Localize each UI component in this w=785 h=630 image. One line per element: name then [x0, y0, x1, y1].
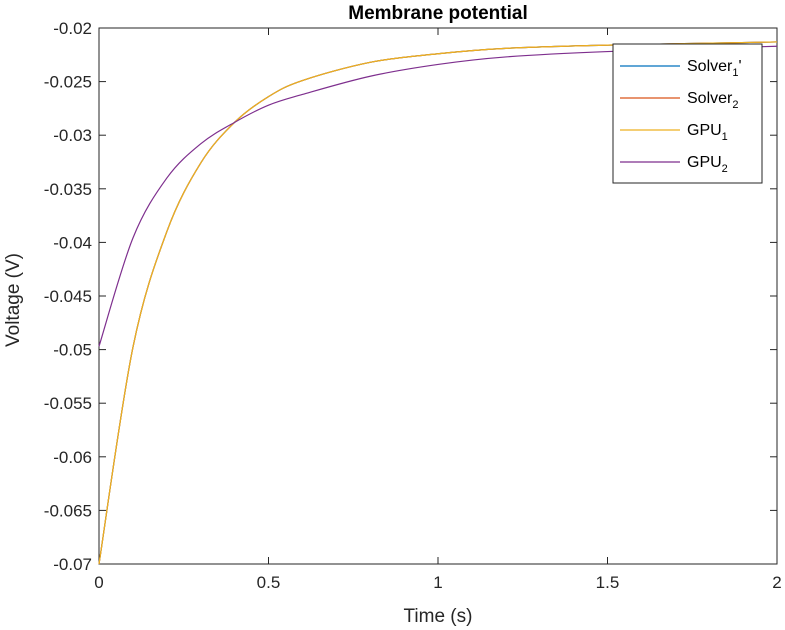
y-tick-label: -0.07	[53, 555, 92, 574]
x-tick-label: 1	[433, 573, 442, 592]
y-tick-label: -0.04	[53, 233, 92, 252]
legend-label-3: GPU1	[687, 122, 728, 143]
x-tick-label: 1.5	[596, 573, 620, 592]
y-tick-label: -0.025	[44, 73, 92, 92]
y-tick-label: -0.055	[44, 394, 92, 413]
x-tick-label: 0	[94, 573, 103, 592]
chart-title: Membrane potential	[348, 3, 527, 24]
x-axis-label: Time (s)	[404, 606, 473, 627]
y-tick-label: -0.045	[44, 287, 92, 306]
legend-box	[612, 43, 763, 184]
y-tick-label: -0.035	[44, 180, 92, 199]
legend-label-1: Solver1'	[687, 58, 742, 79]
series-line-4	[98, 45, 778, 347]
legend-label-4: GPU2	[687, 154, 728, 175]
y-tick-label: -0.065	[44, 501, 92, 520]
y-tick-label: -0.05	[53, 341, 92, 360]
y-tick-label: -0.03	[53, 126, 92, 145]
x-tick-label: 2	[772, 573, 781, 592]
y-tick-label: -0.02	[53, 19, 92, 38]
y-tick-label: -0.06	[53, 448, 92, 467]
plot-area: 0 0.5 1 1.5 2 -0.07 -0.065 -0.06 -0.055 -0.05 -0.0…	[44, 19, 782, 592]
legend-label-2: Solver2	[687, 90, 738, 111]
series-line-3	[98, 41, 778, 565]
y-axis-label: Voltage (V)	[3, 253, 24, 347]
x-tick-label: 0.5	[257, 573, 281, 592]
